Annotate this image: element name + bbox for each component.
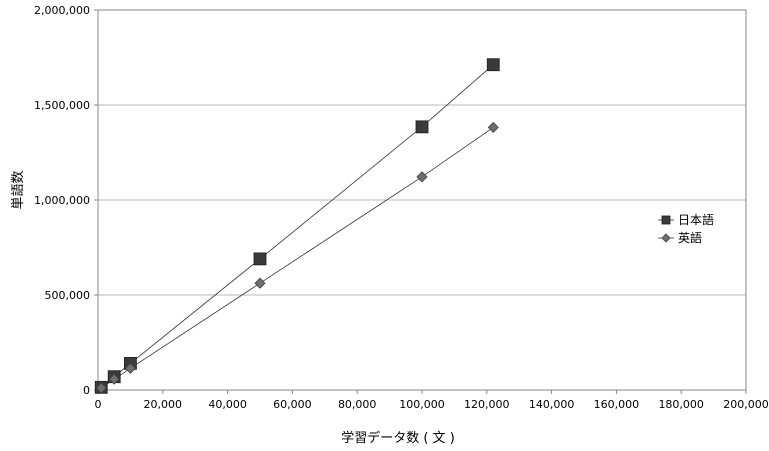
x-axis-title: 学習データ数 ( 文 ) [341,430,455,446]
x-tick-label: 40,000 [208,398,247,411]
x-tick-label: 80,000 [338,398,377,411]
data-point [253,252,267,266]
legend-marker [661,215,671,225]
x-tick-label: 180,000 [658,398,704,411]
series-line [100,64,494,388]
data-point [108,373,120,385]
legend-marker [661,233,671,243]
x-tick-label: 160,000 [594,398,640,411]
x-tick-label: 200,000 [723,398,769,411]
x-axis: 0 20,000 40,000 60,000 80,000 100,000 120,000 1… [95,390,769,411]
y-tick-label: 2,000,000 [34,4,90,17]
y-tick-label: 0 [83,384,90,397]
data-point [254,277,266,289]
x-tick-label: 100,000 [399,398,445,411]
data-point [486,58,500,72]
y-axis-title: 単語数 [10,170,26,209]
y-tick-label: 1,500,000 [34,99,90,112]
data-point [124,362,136,374]
data-point [415,120,429,134]
series-group [94,58,500,394]
y-tick-label: 500,000 [45,289,91,302]
legend-label: 日本語 [678,212,714,227]
y-axis: 0 500,000 1,000,000 1,500,000 2,000,000 [34,4,98,397]
data-point [95,382,107,394]
x-tick-label: 0 [95,398,102,411]
data-point [416,171,428,183]
legend-label: 英語 [678,230,702,245]
x-tick-label: 140,000 [529,398,575,411]
gridlines [98,9,746,296]
x-tick-label: 120,000 [464,398,510,411]
y-tick-label: 1,000,000 [34,194,90,207]
x-tick-label: 20,000 [144,398,183,411]
data-point [487,121,499,133]
series-line [101,127,494,389]
x-tick-label: 60,000 [273,398,312,411]
